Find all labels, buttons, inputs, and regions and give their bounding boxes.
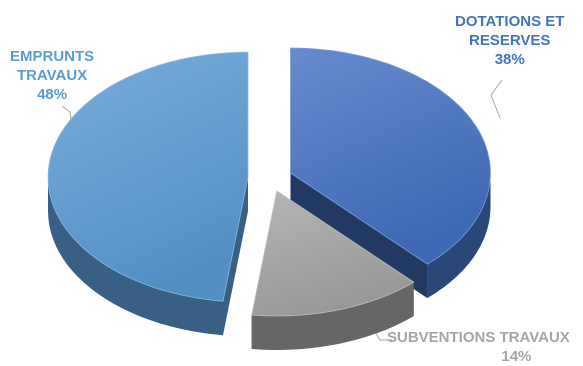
slice-percent: 48% — [37, 86, 68, 103]
slice-name-line: EMPRUNTS — [10, 48, 95, 65]
slice-dotations-et-reserves — [290, 47, 491, 265]
slice-name-line: SUBVENTIONS TRAVAUX — [387, 329, 570, 346]
slice-percent: 14% — [501, 348, 532, 365]
slice-emprunts-travaux-sides — [48, 177, 248, 336]
slice-name-line: RESERVES — [469, 32, 551, 49]
slice-percent: 38% — [494, 51, 525, 68]
slice-emprunts-travaux — [47, 51, 249, 302]
slice-label-emprunts: EMPRUNTS TRAVAUX 48% — [10, 47, 94, 104]
slice-label-dotations: DOTATIONS ET RESERVES 38% — [455, 12, 564, 69]
slice-dotations-et-reserves-sides — [290, 173, 491, 299]
leader-line-dotations-et-reserves — [490, 79, 503, 119]
slice-label-subventions: SUBVENTIONS TRAVAUX 14% — [387, 328, 570, 366]
slice-subventions-travaux — [251, 190, 415, 317]
slice-name-line: TRAVAUX — [16, 67, 88, 84]
slice-name-line: DOTATIONS ET — [455, 13, 565, 30]
